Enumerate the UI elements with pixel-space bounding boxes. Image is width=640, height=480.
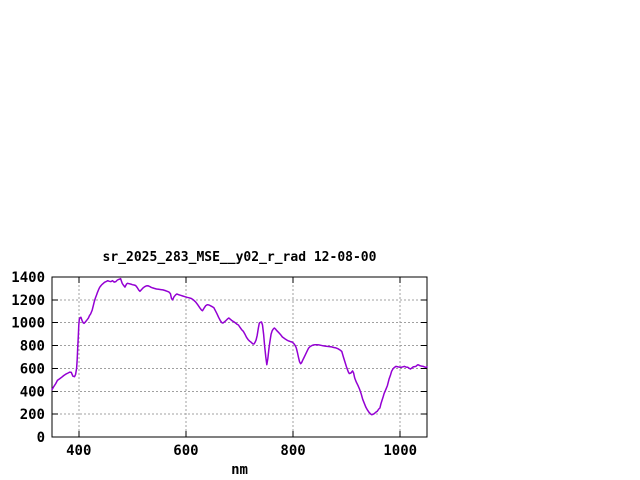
tick-labels: 0 200 400 600 800 1000 1200 1400 400 600 800 1000	[11, 270, 417, 459]
x-axis-label: nm	[231, 462, 248, 478]
plot-border	[51, 276, 428, 438]
x-tick-label: 800	[280, 443, 305, 459]
x-tick-label: 600	[173, 443, 198, 459]
x-tick-label: 1000	[383, 443, 417, 459]
y-tick-label: 1200	[11, 293, 45, 309]
y-tick-label: 1400	[11, 270, 45, 286]
y-tick-label: 0	[37, 430, 45, 446]
axes-and-ticks	[51, 276, 428, 438]
y-tick-label: 600	[20, 361, 45, 377]
y-tick-label: 800	[20, 339, 45, 355]
chart-title: sr_2025_283_MSE__y02_r_rad 12-08-00	[103, 250, 377, 265]
y-tick-label: 400	[20, 384, 45, 400]
x-tick-label: 400	[66, 443, 91, 459]
series-line	[51, 277, 428, 416]
y-tick-label: 1000	[11, 316, 45, 332]
data-series	[51, 277, 428, 416]
y-tick-label: 200	[20, 407, 45, 423]
grid-lines	[52, 277, 427, 437]
